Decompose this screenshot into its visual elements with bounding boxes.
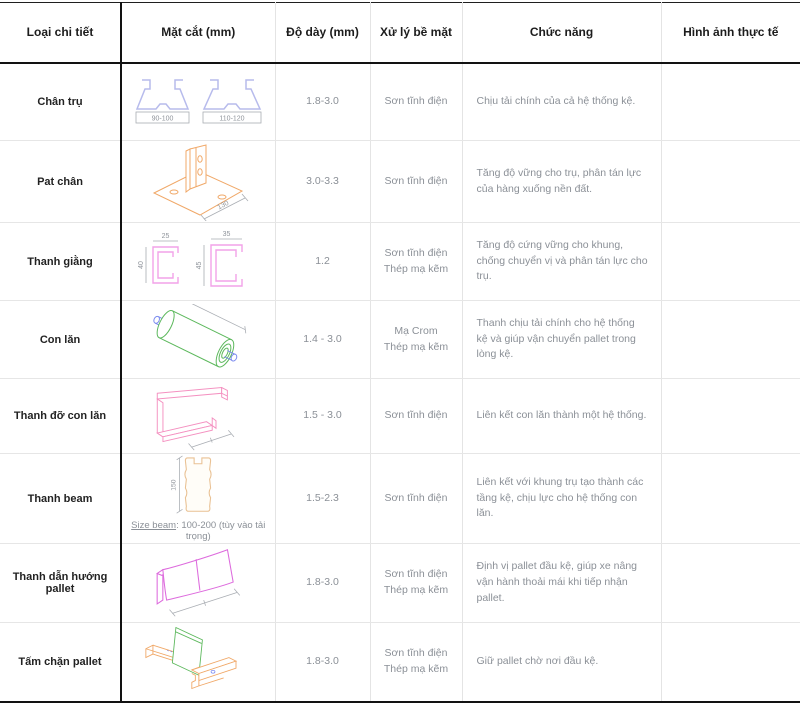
- chan-tru-profile-drawing: 90-100 110-120: [135, 79, 262, 124]
- header-function: Chức năng: [462, 2, 662, 64]
- surface-treatment: Sơn tĩnh điện: [370, 140, 463, 223]
- function-description: Liên kết con lăn thành một hệ thống.: [462, 378, 662, 454]
- table-row: Chân trụ 90-100 110-120 1.8-3.0 Sơn: [0, 62, 800, 141]
- pat-chan-drawing: 130: [153, 143, 249, 221]
- size-beam-caption-label: Size beam: [131, 520, 177, 531]
- table-row: Thanh beam 150 Size beam: 100-200 (tùy v…: [0, 453, 800, 544]
- header-thickness: Độ dày (mm): [275, 2, 371, 64]
- real-image-cell: [661, 378, 800, 454]
- thanh-giang-profile-drawing: 25 40 35 45: [138, 231, 243, 287]
- thanh-do-con-lan-drawing: [156, 386, 235, 451]
- real-image-cell: [661, 62, 800, 141]
- table-row: Thanh dẫn hướng pallet 1.8-3.0 Sơn tĩnh …: [0, 543, 800, 623]
- table-row: Thanh đỡ con lăn 1.5 - 3.0 Sơn tĩnh: [0, 378, 800, 454]
- surface-treatment: Sơn tĩnh điện: [370, 378, 463, 454]
- part-name: Tấm chặn pallet: [0, 622, 122, 702]
- cross-section-diagram-thanh-beam: 150 Size beam: 100-200 (tùy vào tải trọn…: [121, 453, 276, 544]
- real-image-cell: [661, 222, 800, 301]
- cross-section-diagram-thanh-dan-huong: [121, 543, 276, 623]
- surface-treatment: Sơn tĩnh điện: [370, 453, 463, 544]
- header-real-image: Hình ảnh thực tế: [661, 2, 800, 64]
- svg-text:150: 150: [171, 479, 178, 491]
- surface-treatment: Sơn tĩnh điện Thép mạ kẽm: [370, 622, 463, 702]
- thickness-value: 1.8-3.0: [275, 622, 371, 702]
- svg-text:25: 25: [162, 233, 170, 240]
- svg-text:35: 35: [223, 231, 231, 238]
- thanh-beam-profile-drawing: 150: [171, 455, 212, 514]
- part-name: Thanh giằng: [0, 222, 122, 301]
- real-image-cell: [661, 543, 800, 623]
- svg-text:130: 130: [217, 199, 231, 211]
- part-name: Thanh beam: [0, 453, 122, 544]
- header-part-type: Loại chi tiết: [0, 2, 122, 64]
- table-row: Con lăn: [0, 300, 800, 379]
- cross-section-diagram-pat-chan: 130: [121, 140, 276, 223]
- surface-treatment: Sơn tĩnh điện: [370, 62, 463, 141]
- thanh-dan-huong-drawing: [156, 549, 241, 617]
- svg-text:40: 40: [138, 261, 145, 269]
- thickness-value: 1.8-3.0: [275, 62, 371, 141]
- table-row: Pat chân 130 3.0-3.3 Sơn: [0, 140, 800, 223]
- header-cross-section: Mặt cắt (mm): [121, 2, 276, 64]
- surface-treatment: Mạ Crom Thép mạ kẽm: [370, 300, 463, 379]
- tam-chan-pallet-drawing: [145, 626, 238, 690]
- svg-text:110-120: 110-120: [220, 115, 245, 122]
- real-image-cell: [661, 300, 800, 379]
- part-name: Pat chân: [0, 140, 122, 223]
- part-name: Thanh đỡ con lăn: [0, 378, 122, 454]
- thickness-value: 1.2: [275, 222, 371, 301]
- real-image-cell: [661, 622, 800, 702]
- cross-section-diagram-con-lan: [121, 300, 276, 379]
- surface-treatment: Sơn tĩnh điện Thép mạ kẽm: [370, 543, 463, 623]
- size-beam-caption: Size beam: 100-200 (tùy vào tải trọng): [123, 520, 274, 542]
- function-description: Thanh chịu tải chính cho hệ thống kệ và …: [462, 300, 662, 379]
- header-surface: Xử lý bề mặt: [370, 2, 463, 64]
- thickness-value: 1.5-2.3: [275, 453, 371, 544]
- function-description: Chịu tải chính của cả hệ thống kệ.: [462, 62, 662, 141]
- thickness-value: 1.8-3.0: [275, 543, 371, 623]
- svg-text:45: 45: [196, 261, 203, 269]
- cross-section-diagram-chan-tru: 90-100 110-120: [121, 62, 276, 141]
- header-row: Loại chi tiết Mặt cắt (mm) Độ dày (mm) X…: [0, 2, 800, 64]
- part-name: Con lăn: [0, 300, 122, 379]
- function-description: Tăng độ vững cho trụ, phân tán lực của h…: [462, 140, 662, 223]
- function-description: Liên kết với khung trụ tạo thành các tần…: [462, 453, 662, 544]
- function-description: Định vị pallet đầu kệ, giúp xe nâng vận …: [462, 543, 662, 623]
- table-row: Tấm chặn pallet 1.8: [0, 622, 800, 702]
- cross-section-diagram-thanh-giang: 25 40 35 45: [121, 222, 276, 301]
- thickness-value: 3.0-3.3: [275, 140, 371, 223]
- function-description: Tăng độ cứng vững cho khung, chống chuyể…: [462, 222, 662, 301]
- cross-section-diagram-tam-chan: [121, 622, 276, 702]
- con-lan-roller-drawing: [153, 303, 247, 367]
- part-name: Chân trụ: [0, 62, 122, 141]
- real-image-cell: [661, 140, 800, 223]
- table-row: Thanh giằng 25 40 35: [0, 222, 800, 301]
- cross-section-diagram-thanh-do-con-lan: [121, 378, 276, 454]
- thickness-value: 1.5 - 3.0: [275, 378, 371, 454]
- surface-treatment: Sơn tĩnh điện Thép mạ kẽm: [370, 222, 463, 301]
- part-name: Thanh dẫn hướng pallet: [0, 543, 122, 623]
- function-description: Giữ pallet chờ nơi đầu kệ.: [462, 622, 662, 702]
- svg-text:90-100: 90-100: [152, 115, 174, 122]
- thickness-value: 1.4 - 3.0: [275, 300, 371, 379]
- size-beam-caption-rest: : 100-200 (tùy vào tải trọng): [176, 520, 266, 542]
- real-image-cell: [661, 453, 800, 544]
